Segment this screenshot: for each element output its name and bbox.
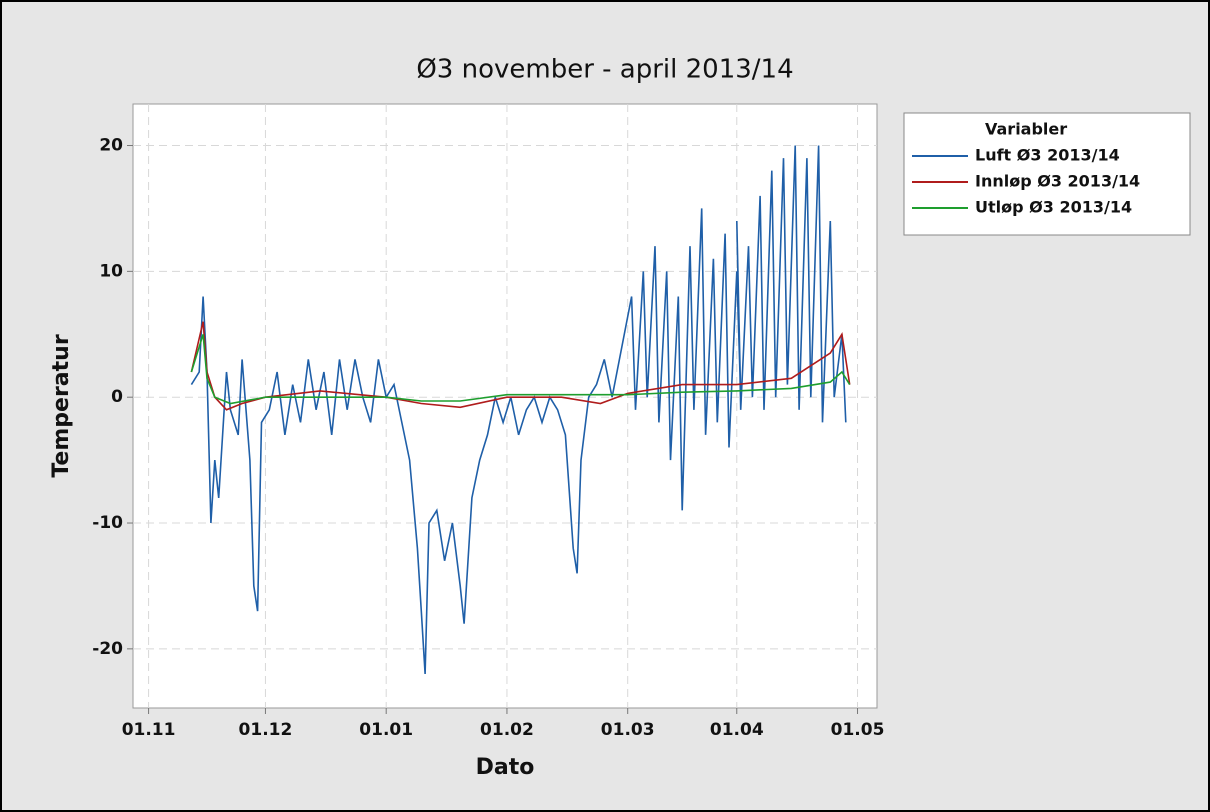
x-tick-label: 01.05: [831, 720, 885, 740]
y-tick-label: 10: [99, 261, 123, 281]
series-line: [190, 334, 851, 405]
x-tick-label: 01.04: [710, 720, 764, 740]
y-tick-label: -20: [92, 639, 123, 659]
x-tick-label: 01.03: [601, 720, 655, 740]
x-tick-label: 01.12: [239, 720, 293, 740]
legend-label: Luft Ø3 2013/14: [975, 146, 1120, 165]
chart-title: Ø3 november - april 2013/14: [416, 55, 793, 85]
y-tick-label: -10: [92, 513, 123, 533]
legend-label: Utløp Ø3 2013/14: [975, 198, 1132, 217]
legend-label: Innløp Ø3 2013/14: [975, 172, 1140, 191]
y-tick-label: 20: [99, 136, 123, 156]
series-line: [190, 321, 851, 411]
plot-area: [132, 103, 878, 709]
x-tick-label: 01.11: [122, 720, 176, 740]
x-tick-label: 01.02: [480, 720, 534, 740]
y-axis-label: Temperatur: [49, 334, 74, 477]
legend-title: Variabler: [985, 120, 1067, 139]
legend-box: [903, 112, 1191, 236]
y-tick-label: 0: [111, 387, 123, 407]
x-axis-label: Dato: [476, 755, 535, 780]
x-tick-label: 01.01: [359, 720, 413, 740]
